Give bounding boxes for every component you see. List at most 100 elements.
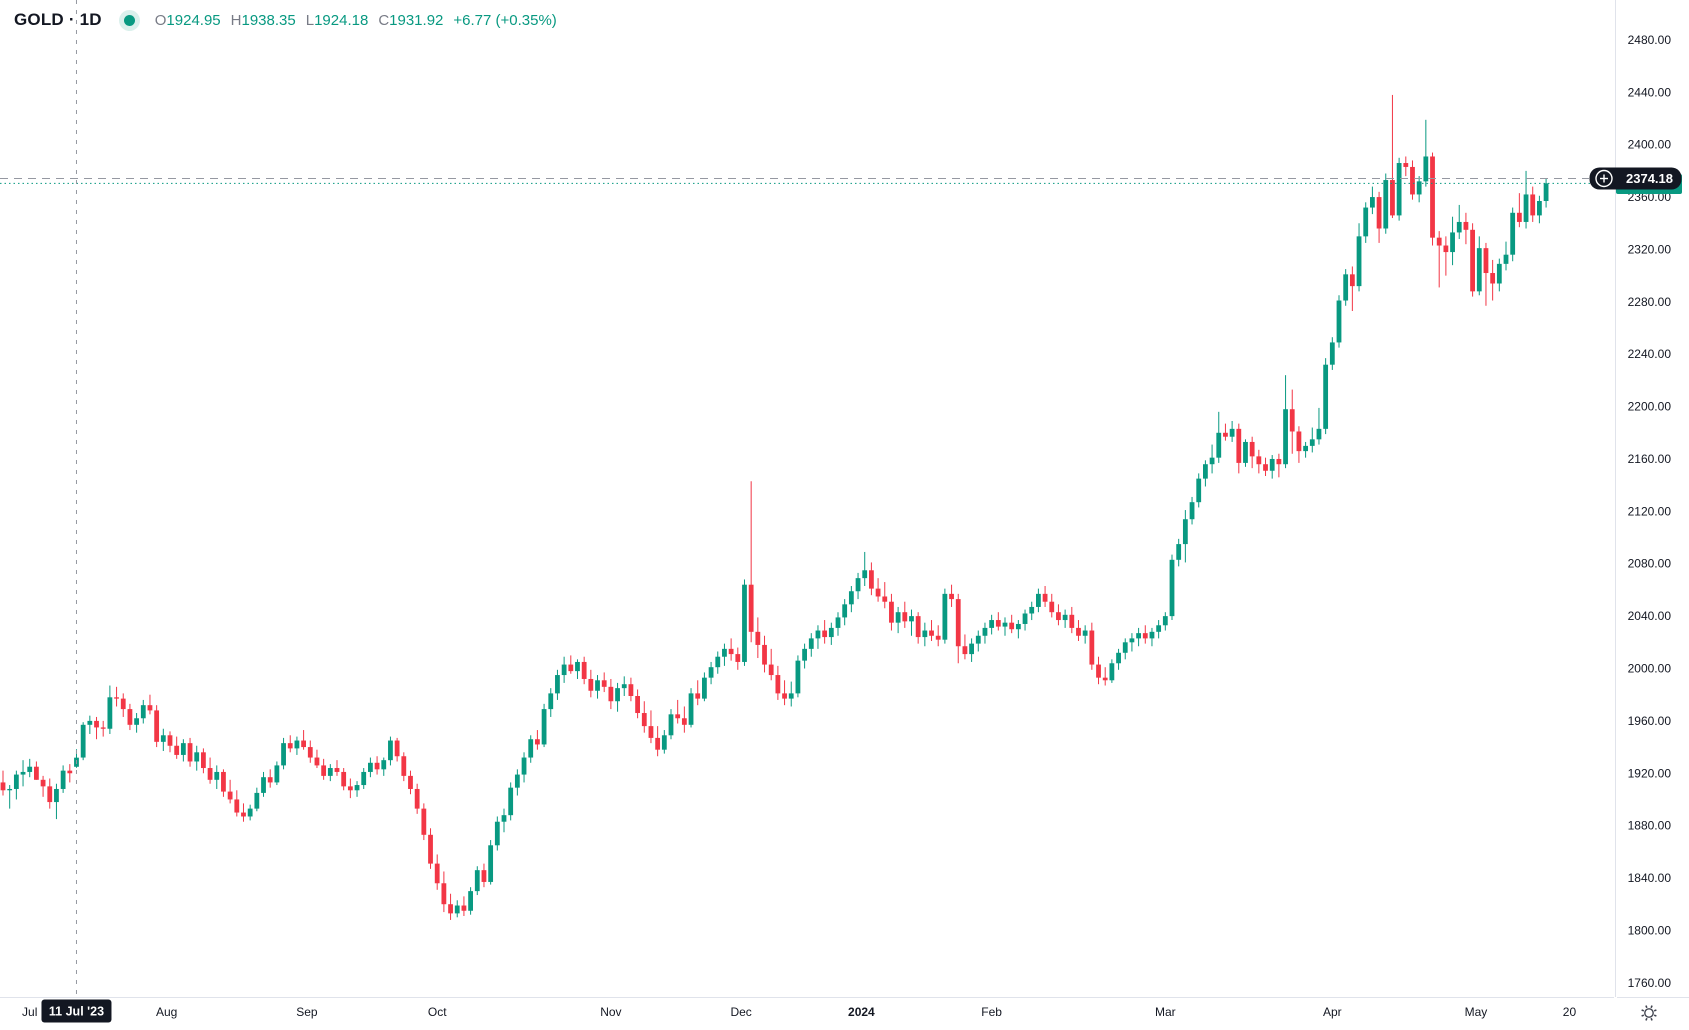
candle <box>615 682 620 712</box>
candle <box>0 770 6 796</box>
time-axis[interactable]: Jul Aug Sep Oct Nov Dec 2024 Feb Mar Apr May 20 <box>0 997 1689 1020</box>
candle <box>1530 186 1536 222</box>
candle <box>80 722 86 761</box>
candle <box>1269 455 1275 479</box>
ohlc-readout: O1924.95 H1938.35 L1924.18 C1931.92 +6.7… <box>155 12 557 29</box>
symbol-title[interactable]: GOLD · 1D <box>14 10 102 29</box>
candle <box>261 771 266 797</box>
candle <box>628 677 634 702</box>
candle <box>1049 593 1055 618</box>
price-tick-label: 1920.00 <box>1628 766 1672 780</box>
candle <box>755 617 761 659</box>
candles-layer <box>0 94 1549 920</box>
candle <box>100 720 106 737</box>
candle <box>274 761 280 786</box>
candle <box>214 765 220 789</box>
time-tick-label: Sep <box>296 1005 318 1019</box>
price-tick-label: 1800.00 <box>1628 923 1672 937</box>
candle <box>1329 337 1335 370</box>
candle <box>207 757 213 784</box>
candle <box>648 710 654 744</box>
candle <box>1189 496 1195 525</box>
candle <box>655 726 661 757</box>
time-tick-label: Dec <box>730 1005 751 1019</box>
candle <box>1516 193 1522 228</box>
candle <box>969 638 974 662</box>
candle <box>1122 638 1128 660</box>
candle <box>388 736 393 766</box>
candle <box>535 730 540 750</box>
candle <box>1423 119 1429 187</box>
candle <box>94 716 99 740</box>
candle <box>1396 157 1402 221</box>
close-value: C1931.92 <box>378 11 444 29</box>
candle <box>608 678 614 710</box>
candle <box>1223 423 1228 441</box>
axis-settings-gear-icon[interactable] <box>1641 1005 1657 1021</box>
time-tick-label: Jul <box>22 1005 37 1019</box>
candle <box>167 731 173 753</box>
price-axis[interactable]: 2480.002440.002400.002360.002320.002280.… <box>1615 0 1672 997</box>
open-value: O1924.95 <box>154 11 221 29</box>
candle <box>1370 186 1375 215</box>
candle <box>294 736 300 755</box>
candle <box>227 779 233 804</box>
candle <box>1537 195 1542 224</box>
candle <box>942 588 948 644</box>
candle <box>722 643 727 666</box>
time-tick-label: Oct <box>428 1005 447 1019</box>
high-value: H1938.35 <box>230 11 296 29</box>
candle <box>728 638 734 661</box>
candle <box>488 840 494 885</box>
candle <box>241 803 246 822</box>
candle <box>1109 659 1115 683</box>
candle <box>1136 627 1141 647</box>
candle <box>528 735 534 763</box>
price-tick-label: 2040.00 <box>1628 609 1672 623</box>
candle <box>541 703 547 748</box>
candle <box>955 593 961 664</box>
candle <box>374 756 380 775</box>
change-value: +6.77 (+0.35%) <box>453 11 557 29</box>
candle <box>1216 411 1222 463</box>
candle <box>1263 457 1268 477</box>
candle <box>1490 259 1496 301</box>
candle <box>1450 216 1455 266</box>
candle <box>935 625 941 647</box>
candle <box>1256 449 1262 474</box>
candle <box>1029 601 1035 621</box>
candle <box>34 761 39 780</box>
candle <box>1349 266 1355 312</box>
candle <box>1283 375 1288 469</box>
candle <box>327 764 333 782</box>
candle <box>441 871 447 913</box>
candle <box>688 688 694 728</box>
candle <box>1182 510 1188 563</box>
candle <box>521 752 527 783</box>
candle <box>795 655 801 698</box>
candle <box>581 656 587 685</box>
candle <box>929 620 934 642</box>
candle <box>354 781 360 797</box>
price-tick-label: 2120.00 <box>1628 504 1672 518</box>
candle <box>661 730 667 754</box>
candle <box>1203 460 1208 487</box>
candle <box>1169 554 1175 621</box>
candle <box>1276 453 1282 478</box>
candle <box>1430 152 1435 246</box>
candle <box>1062 609 1068 628</box>
candle <box>434 854 440 890</box>
candle <box>1463 212 1469 245</box>
candle <box>107 685 113 734</box>
candle <box>1336 295 1342 348</box>
candle <box>13 770 19 800</box>
candle <box>428 828 433 869</box>
candle <box>1303 441 1308 458</box>
candle <box>982 622 988 644</box>
candle <box>514 769 520 796</box>
time-tick-label: Apr <box>1323 1005 1342 1019</box>
candle <box>474 866 480 896</box>
candle <box>1176 538 1182 567</box>
candle <box>1209 444 1215 474</box>
